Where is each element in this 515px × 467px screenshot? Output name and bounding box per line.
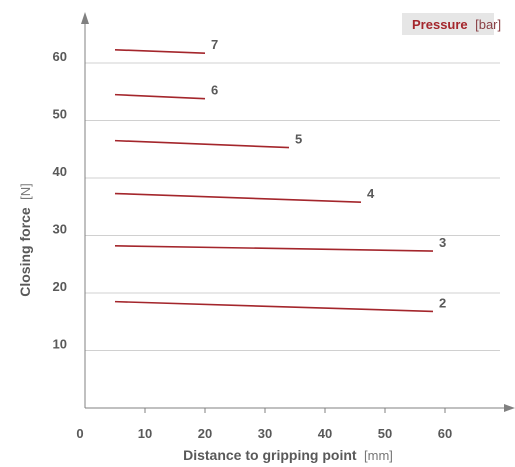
legend-unit-text: [bar]	[475, 17, 501, 32]
series-line-7	[114, 48, 206, 55]
x-tick-label: 40	[318, 426, 332, 441]
series-label-5: 5	[295, 132, 302, 147]
series-line-5	[114, 139, 290, 149]
x-axis-title-text: Distance to gripping point	[183, 447, 357, 463]
legend-title: Pressure [bar]	[412, 16, 501, 33]
y-axis-arrow	[81, 12, 89, 24]
series-label-4: 4	[367, 186, 375, 201]
y-axis-title: Closing force [N]	[17, 183, 34, 297]
gridlines	[85, 62, 500, 351]
y-axis-unit-text: [N]	[18, 183, 33, 200]
x-tick-label: 10	[138, 426, 152, 441]
y-axis-title-text: Closing force	[17, 207, 33, 297]
series-line-4	[114, 192, 362, 203]
series-line-2	[114, 300, 434, 313]
series-label-2: 2	[439, 295, 446, 310]
y-tick-label: 30	[53, 222, 67, 237]
x-axis-title: Distance to gripping point [mm]	[183, 447, 393, 464]
series-line-6	[114, 93, 206, 100]
series-line-3	[114, 245, 434, 252]
legend-background	[402, 13, 494, 35]
series-label-3: 3	[439, 235, 446, 250]
axes	[81, 12, 515, 412]
tick-labels: 0 10 20 30 40 50 60 10 20 30 40 50 60	[53, 49, 453, 441]
y-tick-label: 60	[53, 49, 67, 64]
x-axis-arrow	[504, 404, 515, 412]
x-tick-label: 50	[378, 426, 392, 441]
series-lines: 2 3 4 5 6 7	[114, 37, 446, 313]
x-tick-label: 20	[198, 426, 212, 441]
y-tick-label: 10	[53, 337, 67, 352]
legend-title-text: Pressure	[412, 17, 468, 32]
x-axis-unit-text: [mm]	[364, 448, 393, 463]
series-label-7: 7	[211, 37, 218, 52]
x-tick-label: 60	[438, 426, 452, 441]
x-tick-label: 0	[76, 426, 83, 441]
series-label-6: 6	[211, 83, 218, 98]
y-tick-label: 20	[53, 279, 67, 294]
y-tick-label: 40	[53, 164, 67, 179]
y-tick-label: 50	[53, 107, 67, 122]
x-tick-label: 30	[258, 426, 272, 441]
